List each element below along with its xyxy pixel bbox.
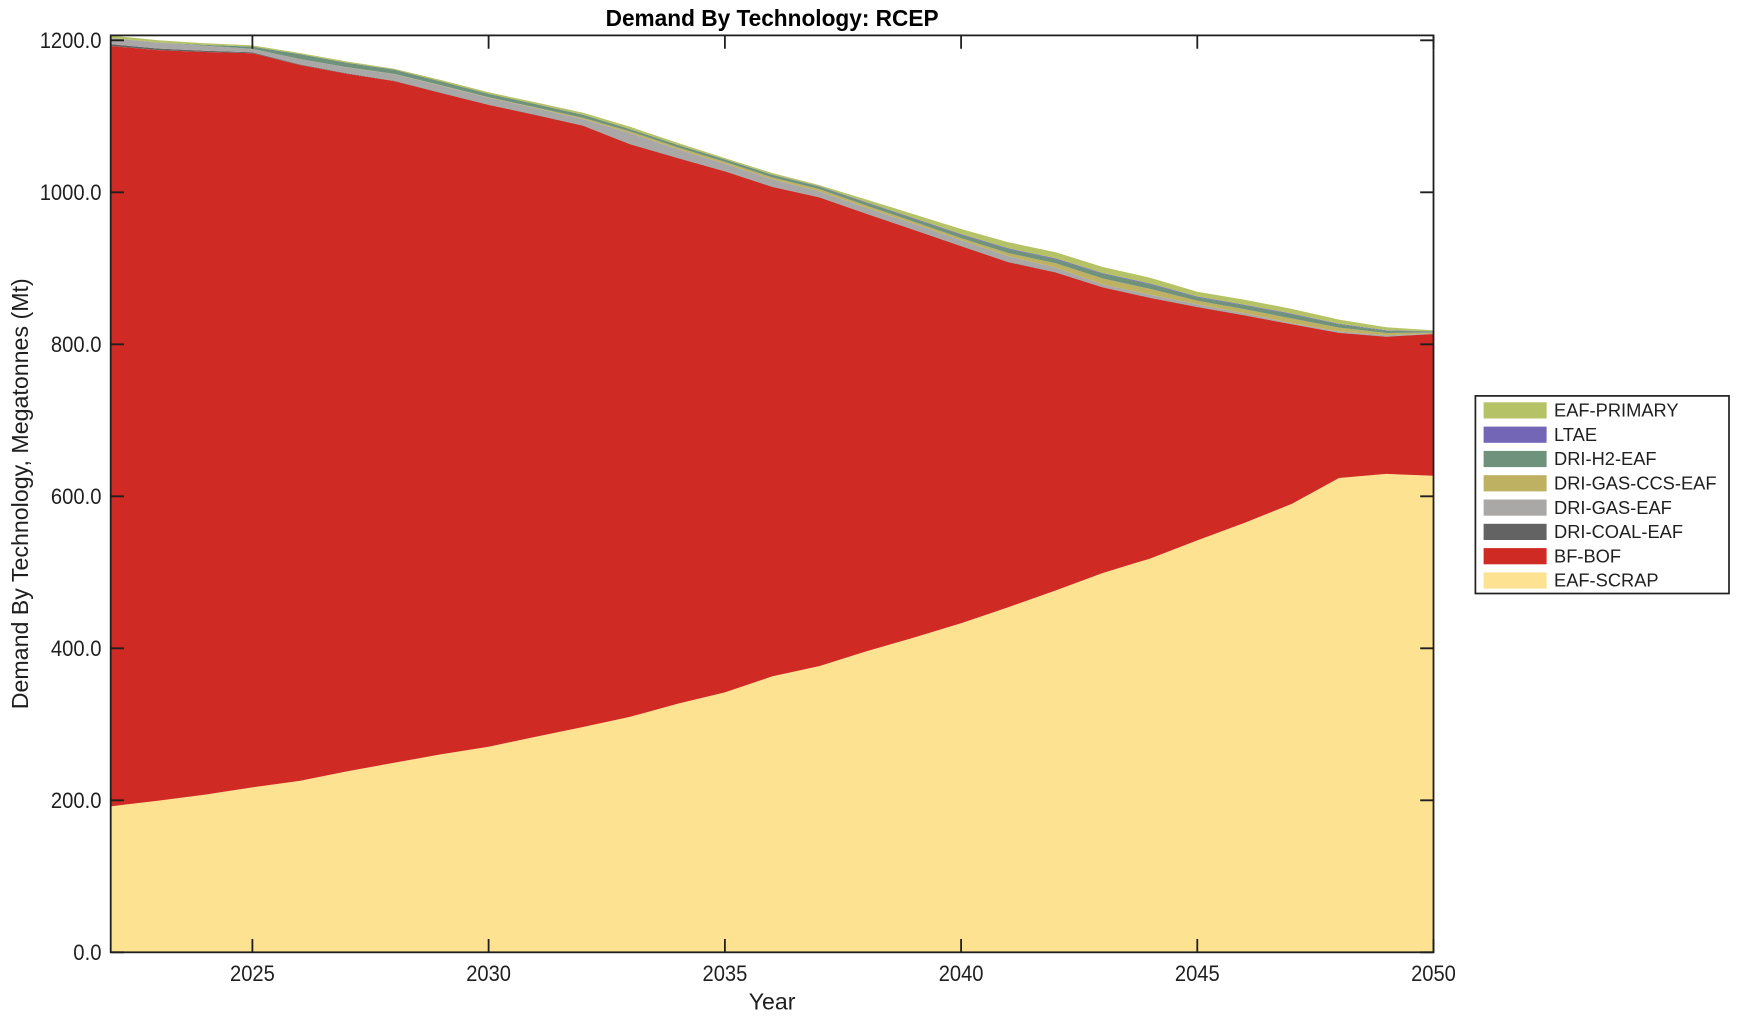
svg-text:Demand By Technology: RCEP: Demand By Technology: RCEP [606, 5, 939, 31]
svg-text:EAF-PRIMARY: EAF-PRIMARY [1554, 400, 1679, 421]
svg-text:BF-BOF: BF-BOF [1554, 545, 1621, 566]
svg-text:DRI-H2-EAF: DRI-H2-EAF [1554, 448, 1657, 469]
svg-text:2040: 2040 [939, 961, 984, 986]
svg-text:0.0: 0.0 [73, 940, 101, 965]
svg-text:Year: Year [749, 989, 796, 1015]
svg-text:2050: 2050 [1411, 961, 1456, 986]
svg-text:DRI-COAL-EAF: DRI-COAL-EAF [1554, 521, 1683, 542]
svg-text:2035: 2035 [703, 961, 748, 986]
svg-text:Demand By Technology, Megatonn: Demand By Technology, Megatonnes (Mt) [7, 278, 33, 709]
svg-text:1000.0: 1000.0 [40, 180, 102, 205]
svg-text:200.0: 200.0 [51, 788, 102, 813]
svg-text:EAF-SCRAP: EAF-SCRAP [1554, 570, 1659, 591]
svg-text:DRI-GAS-CCS-EAF: DRI-GAS-CCS-EAF [1554, 473, 1717, 494]
svg-text:1200.0: 1200.0 [40, 28, 102, 53]
svg-text:2045: 2045 [1175, 961, 1220, 986]
svg-text:2030: 2030 [466, 961, 511, 986]
svg-text:LTAE: LTAE [1554, 424, 1597, 445]
svg-text:2025: 2025 [230, 961, 275, 986]
svg-text:800.0: 800.0 [51, 332, 102, 357]
svg-text:400.0: 400.0 [51, 636, 102, 661]
svg-text:DRI-GAS-EAF: DRI-GAS-EAF [1554, 497, 1672, 518]
svg-text:600.0: 600.0 [51, 484, 102, 509]
